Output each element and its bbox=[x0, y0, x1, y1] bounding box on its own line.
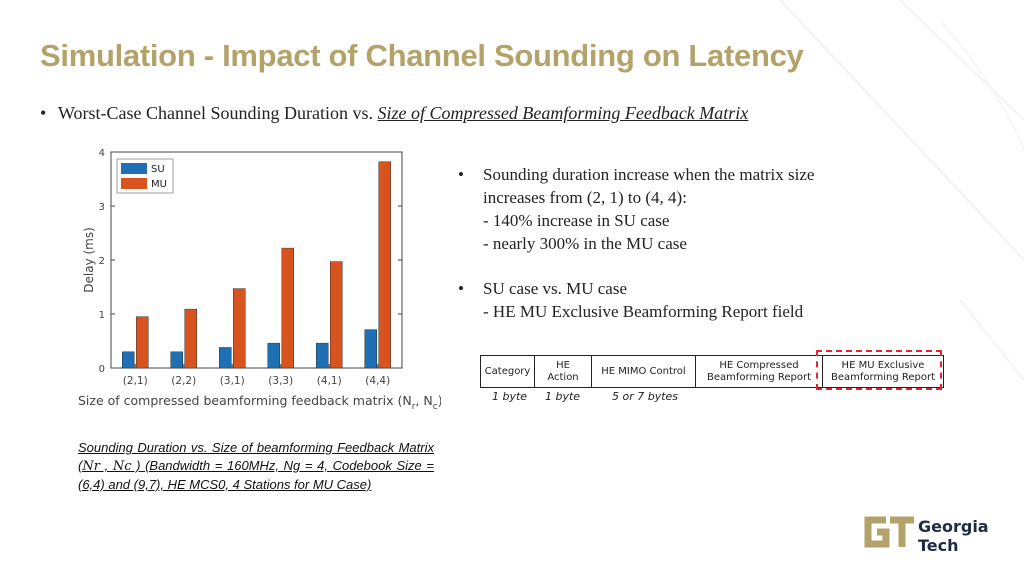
x-tick-label: (2,2) bbox=[171, 375, 196, 387]
chart-caption: Sounding Duration vs. Size of beamformin… bbox=[78, 440, 435, 492]
y-tick-label: 4 bbox=[99, 148, 105, 159]
field-category: Category bbox=[481, 356, 535, 387]
y-axis-label: Delay (ms) bbox=[82, 227, 96, 293]
legend: SU MU bbox=[116, 158, 174, 194]
y-tick-label: 3 bbox=[99, 202, 105, 213]
field-he-mu-exclusive-report: HE MU Exclusive Beamforming Report bbox=[831, 359, 935, 383]
x-tick-label: (2,1) bbox=[123, 375, 148, 387]
right-bullet-list: • Sounding duration increase when the ma… bbox=[458, 163, 814, 323]
bar-su bbox=[364, 329, 377, 369]
georgia-tech-wordmark: Georgia Tech bbox=[918, 517, 989, 555]
bar-mu bbox=[136, 316, 149, 369]
legend-mu-label: MU bbox=[151, 179, 167, 190]
right-bullet-2: • SU case vs. MU case - HE MU Exclusive … bbox=[458, 279, 804, 321]
x-tick-label: (3,3) bbox=[268, 375, 293, 387]
bullet-marker: • bbox=[40, 103, 47, 123]
y-tick-label: 1 bbox=[99, 310, 105, 321]
x-tick-label: (3,1) bbox=[220, 375, 245, 387]
size-he-action: 1 byte bbox=[545, 390, 581, 403]
slide-title: Simulation - Impact of Channel Sounding … bbox=[40, 38, 804, 73]
highlight-box bbox=[816, 350, 942, 390]
frame-format-diagram: Category HE Action HE MIMO Control HE Co… bbox=[480, 355, 944, 388]
bar-mu bbox=[378, 161, 391, 369]
georgia-tech-logo-mark bbox=[864, 516, 914, 548]
legend-su-swatch bbox=[121, 163, 147, 174]
x-tick-label: (4,4) bbox=[365, 375, 390, 387]
bar-su bbox=[122, 351, 135, 369]
bar-su bbox=[170, 351, 183, 369]
bar-su bbox=[267, 342, 280, 369]
delay-bar-chart: 0 1 2 3 4 (2,1) (2,2) (3,1) (3,3) (4,1) (4,4) SU … bbox=[78, 148, 441, 412]
x-tick-label: (4,1) bbox=[317, 375, 342, 387]
bar-mu bbox=[330, 261, 343, 369]
bar-mu bbox=[233, 288, 246, 369]
bar-su bbox=[316, 342, 329, 369]
size-he-mimo-control: 5 or 7 bytes bbox=[612, 390, 679, 403]
main-bullet: • Worst-Case Channel Sounding Duration vs… bbox=[40, 103, 748, 124]
size-category: 1 byte bbox=[492, 390, 528, 403]
main-bullet-emphasis: Size of Compressed Beamforming Feedback … bbox=[377, 103, 749, 123]
field-he-action: HE Action bbox=[535, 356, 592, 387]
right-bullet-1: • Sounding duration increase when the ma… bbox=[458, 165, 815, 253]
legend-su-label: SU bbox=[151, 164, 165, 175]
bar-mu bbox=[184, 308, 197, 369]
bar-su bbox=[219, 347, 232, 369]
legend-mu-swatch bbox=[121, 178, 147, 189]
x-axis-label: Size of compressed beamforming feedback … bbox=[78, 393, 441, 412]
field-he-compressed-report: HE Compressed Beamforming Report bbox=[696, 356, 823, 387]
bar-mu bbox=[281, 247, 294, 369]
main-bullet-text: Worst-Case Channel Sounding Duration vs. bbox=[58, 103, 378, 123]
y-tick-label: 0 bbox=[99, 364, 105, 375]
y-tick-label: 2 bbox=[99, 256, 105, 267]
field-he-mimo-control: HE MIMO Control bbox=[592, 356, 696, 387]
